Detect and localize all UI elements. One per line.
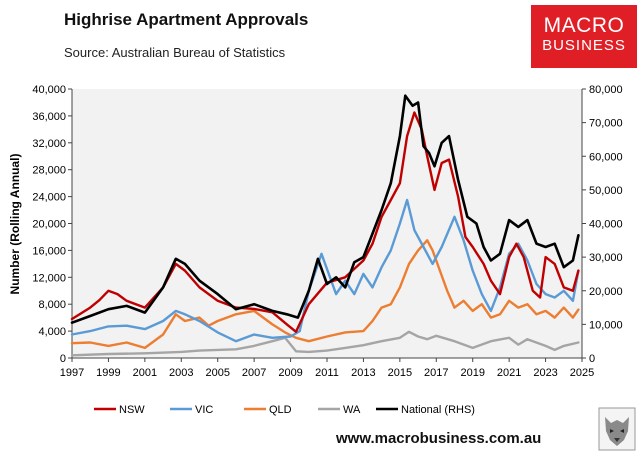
y-tick-label: 28,000 xyxy=(32,165,66,177)
y-tick-label: 0 xyxy=(60,353,66,365)
x-tick-label: 2015 xyxy=(388,367,412,379)
legend-item: WA xyxy=(318,404,361,416)
legend-item: NSW xyxy=(94,404,145,416)
y2-tick-label: 70,000 xyxy=(589,118,623,130)
x-tick-label: 2011 xyxy=(315,367,339,379)
y2-tick-label: 30,000 xyxy=(589,252,623,264)
legend-item: National (RHS) xyxy=(376,404,475,416)
y-tick-label: 36,000 xyxy=(32,111,66,123)
plot-area xyxy=(72,89,582,358)
line-chart: 0 4,000 8,000 12,000 16,000 20,000 24,000 28,00… xyxy=(8,84,623,416)
legend-item: QLD xyxy=(244,404,292,416)
y-tick-label: 20,000 xyxy=(32,219,66,231)
y2-tick-label: 60,000 xyxy=(589,151,623,163)
x-tick-label: 2013 xyxy=(351,367,375,379)
y-tick-label: 8,000 xyxy=(38,299,66,311)
y2-tick-label: 0 xyxy=(589,353,595,365)
x-tick-label: 1997 xyxy=(60,367,84,379)
x-tick-label: 2001 xyxy=(133,367,157,379)
y-tick-label: 16,000 xyxy=(32,245,66,257)
legend-label: NSW xyxy=(119,404,145,416)
y-tick-label: 12,000 xyxy=(32,272,66,284)
legend-label: QLD xyxy=(269,404,292,416)
logo-line-2: BUSINESS xyxy=(542,37,626,54)
legend-label: National (RHS) xyxy=(401,404,475,416)
x-tick-label: 2019 xyxy=(460,367,484,379)
y-tick-label: 32,000 xyxy=(32,138,66,150)
y2-tick-label: 10,000 xyxy=(589,319,623,331)
series-line-qld xyxy=(70,239,580,350)
chart-source: Source: Australian Bureau of Statistics xyxy=(64,45,286,60)
y2-tick-label: 50,000 xyxy=(589,185,623,197)
y2-tick-label: 20,000 xyxy=(589,286,623,298)
legend-label: VIC xyxy=(195,404,213,416)
x-tick-label: 2007 xyxy=(242,367,266,379)
y-axis-label: Number (Rolling Annual) xyxy=(8,154,22,295)
y-tick-label: 4,000 xyxy=(38,326,66,338)
wolf-logo-icon xyxy=(598,407,636,451)
x-tick-label: 1999 xyxy=(96,367,120,379)
x-tick-label: 2003 xyxy=(169,367,193,379)
legend-label: WA xyxy=(343,404,361,416)
series-line-nsw xyxy=(70,111,580,333)
y-tick-label: 24,000 xyxy=(32,192,66,204)
website-url: www.macrobusiness.com.au xyxy=(336,430,542,447)
x-tick-label: 2005 xyxy=(205,367,229,379)
chart-title: Highrise Apartment Approvals xyxy=(64,10,309,29)
x-tick-label: 2017 xyxy=(424,367,448,379)
series-line-wa xyxy=(70,330,580,357)
x-tick-label: 2023 xyxy=(533,367,557,379)
logo-line-1: MACRO xyxy=(543,14,625,37)
y-tick-label: 40,000 xyxy=(32,84,66,96)
legend-item: VIC xyxy=(170,404,213,416)
series-line-national-rhs xyxy=(70,94,580,325)
macrobusiness-logo: MACRO BUSINESS xyxy=(531,5,637,68)
y2-tick-label: 80,000 xyxy=(589,84,623,96)
y2-tick-label: 40,000 xyxy=(589,219,623,231)
x-tick-label: 2009 xyxy=(278,367,302,379)
x-tick-label: 2025 xyxy=(570,367,594,379)
x-tick-label: 2021 xyxy=(497,367,521,379)
